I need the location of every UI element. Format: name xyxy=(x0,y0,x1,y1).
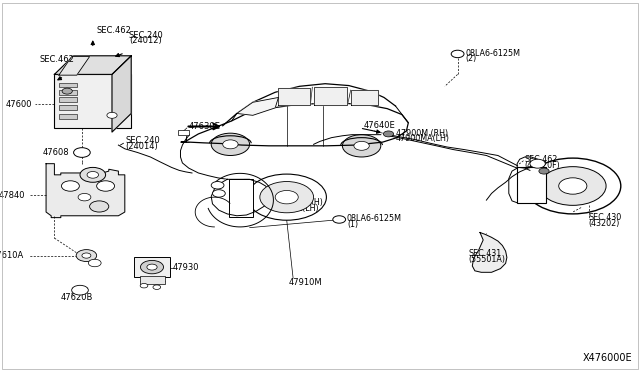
Polygon shape xyxy=(59,57,90,75)
Circle shape xyxy=(153,285,161,289)
Text: 47630E: 47630E xyxy=(189,122,221,131)
Circle shape xyxy=(211,182,224,189)
Text: (54302K(RH): (54302K(RH) xyxy=(272,198,323,207)
Text: 47840: 47840 xyxy=(0,191,26,200)
Circle shape xyxy=(74,148,90,157)
Text: SEC.240: SEC.240 xyxy=(129,31,163,40)
Polygon shape xyxy=(54,56,131,74)
Text: SEC.462: SEC.462 xyxy=(97,26,131,35)
Bar xyxy=(59,83,77,87)
Bar xyxy=(54,74,131,128)
Circle shape xyxy=(559,178,587,194)
Text: 47600: 47600 xyxy=(6,100,32,109)
Text: 47608: 47608 xyxy=(42,148,69,157)
Bar xyxy=(59,97,77,102)
Circle shape xyxy=(61,181,79,191)
Circle shape xyxy=(87,171,99,178)
Circle shape xyxy=(82,253,91,258)
Text: SEC.430: SEC.430 xyxy=(589,213,622,222)
Circle shape xyxy=(212,190,225,197)
Circle shape xyxy=(223,140,238,149)
Bar xyxy=(140,276,165,284)
Circle shape xyxy=(140,283,148,288)
Bar xyxy=(229,179,253,217)
Text: 47610A: 47610A xyxy=(0,251,24,260)
Circle shape xyxy=(354,141,369,150)
Circle shape xyxy=(275,190,298,204)
Bar xyxy=(517,167,546,203)
Polygon shape xyxy=(278,88,310,105)
Text: SEC.400: SEC.400 xyxy=(272,193,305,202)
Text: 47640E: 47640E xyxy=(364,121,396,130)
Bar xyxy=(59,90,77,95)
Circle shape xyxy=(141,260,164,274)
Text: (43202): (43202) xyxy=(589,219,620,228)
Text: SEC.462: SEC.462 xyxy=(525,155,558,164)
Text: 08LA6-6125M: 08LA6-6125M xyxy=(347,214,402,223)
Text: (55501A): (55501A) xyxy=(468,255,506,264)
Circle shape xyxy=(147,264,157,270)
Circle shape xyxy=(76,250,97,262)
Text: 47900MA(LH): 47900MA(LH) xyxy=(396,134,449,143)
Text: 47930: 47930 xyxy=(173,263,199,272)
Circle shape xyxy=(451,50,464,58)
Text: 54303K(LH): 54303K(LH) xyxy=(272,204,319,213)
Circle shape xyxy=(333,216,346,223)
Text: 08LA6-6125M: 08LA6-6125M xyxy=(465,49,520,58)
Circle shape xyxy=(383,131,394,137)
Polygon shape xyxy=(351,90,378,105)
Polygon shape xyxy=(314,87,347,105)
Circle shape xyxy=(211,133,250,155)
Circle shape xyxy=(260,182,314,213)
Circle shape xyxy=(88,259,101,267)
Polygon shape xyxy=(237,97,278,115)
Text: B: B xyxy=(337,217,342,222)
Text: (24012): (24012) xyxy=(129,36,163,45)
Text: SEC.431: SEC.431 xyxy=(468,249,502,258)
Circle shape xyxy=(539,168,549,174)
Circle shape xyxy=(107,112,117,118)
Circle shape xyxy=(90,201,109,212)
Text: (1): (1) xyxy=(347,220,358,229)
Polygon shape xyxy=(46,164,125,218)
Circle shape xyxy=(80,167,106,182)
Polygon shape xyxy=(472,232,507,272)
Circle shape xyxy=(78,193,91,201)
Bar xyxy=(59,105,77,110)
Circle shape xyxy=(530,159,545,168)
Circle shape xyxy=(342,135,381,157)
Circle shape xyxy=(72,285,88,295)
Text: (2): (2) xyxy=(465,54,477,63)
Polygon shape xyxy=(230,179,250,217)
Text: (44020F): (44020F) xyxy=(525,161,561,170)
Circle shape xyxy=(525,158,621,214)
Polygon shape xyxy=(211,179,270,216)
Text: 47900M (RH): 47900M (RH) xyxy=(396,129,447,138)
Circle shape xyxy=(97,181,115,191)
Bar xyxy=(178,130,189,135)
Circle shape xyxy=(540,167,606,205)
Bar xyxy=(134,257,170,277)
Circle shape xyxy=(247,174,326,220)
Text: 47620B: 47620B xyxy=(61,293,93,302)
Text: SEC.462: SEC.462 xyxy=(40,55,74,64)
Polygon shape xyxy=(112,56,131,132)
Text: X476000E: X476000E xyxy=(583,353,633,363)
Polygon shape xyxy=(181,103,408,146)
Text: SEC.240: SEC.240 xyxy=(125,136,160,145)
Text: 47910M: 47910M xyxy=(289,278,323,287)
Text: B: B xyxy=(455,51,460,57)
Circle shape xyxy=(62,88,72,94)
Bar xyxy=(59,114,77,119)
Text: (24014): (24014) xyxy=(125,142,158,151)
